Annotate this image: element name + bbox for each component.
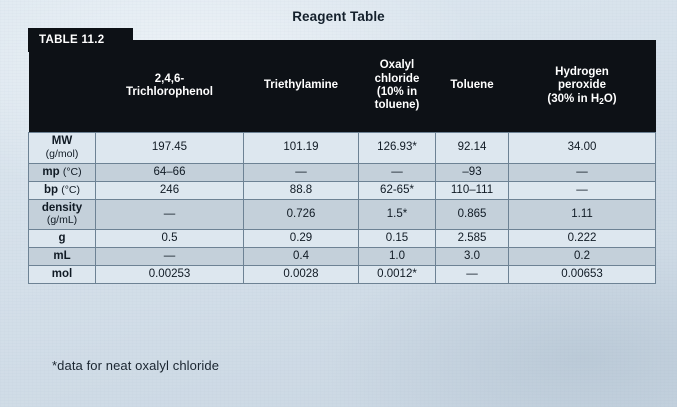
header-line-4: toluene) [374,99,420,112]
header-cell-triethylamine: Triethylamine [243,40,359,133]
header-cell-hydrogen-peroxide: Hydrogen peroxide (30% in H2O) [508,40,656,133]
header-cell-corner [28,40,96,133]
header-cell-oxalyl-chloride: Oxalyl chloride (10% in toluene) [358,40,436,133]
table-row: mp (°C) 64–66— — –93— [28,163,656,182]
table-cell: 0.222 [508,229,656,249]
table-cell: 0.00653 [508,265,656,284]
row-label-unit: (°C) [61,183,81,196]
row-label-text: mp [42,165,60,178]
table-cell: –93 [435,163,509,182]
header-cell-trichlorophenol: 2,4,6- Trichlorophenol [95,40,244,133]
row-label-text: bp [43,183,59,196]
table-cell: 88.8 [243,181,359,200]
header-line-3: (30% in H2O) [547,92,617,106]
row-label-unit: (g/mL) [46,214,78,227]
header-line-2: Trichlorophenol [126,86,213,98]
row-label-mw: MW (g/mol) [28,132,96,164]
table-cell: — [95,247,244,266]
table-cell: 1.11 [508,199,656,231]
table-cell: 0.865 [435,199,509,231]
table-cell: 0.0028 [243,265,359,284]
table-row: MW (g/mol) 197.45 101.19 126.93* 92.14 34.00 [28,132,656,164]
table-cell: 64–66 [95,163,244,182]
table-row: bp (°C) 246 88.8 62-65* 110–111— [28,181,656,200]
table-cell: 197.45 [95,132,244,164]
table-cell: 1.5* [358,199,436,231]
table-cell: — [243,163,359,182]
row-label-text: mL [53,250,71,263]
table-cell: 0.15 [358,229,436,249]
table-cell: 0.00253 [95,265,244,284]
table-body: MW (g/mol) 197.45 101.19 126.93* 92.14 34.00 mp… [28,132,656,284]
table-cell: 0.29 [243,229,359,249]
table-cell: 1.0 [358,247,436,266]
table-cell: 246 [95,181,244,200]
table-cell: 0.5 [95,229,244,249]
reagent-table-container: 2,4,6- Trichlorophenol Triethylamine Oxa… [28,40,656,346]
table-row: g 0.5 0.29 0.15 2.585 0.222 [28,229,656,249]
page-title: Reagent Table [292,9,385,24]
row-label-mp: mp (°C) [28,163,96,182]
table-cell: — [508,181,656,200]
header-line-3: (10% in [376,86,418,98]
table-header: 2,4,6- Trichlorophenol Triethylamine Oxa… [28,40,656,133]
table-cell: 92.14 [435,132,509,164]
table-number-label: TABLE 11.2 [28,28,133,52]
table-header-row: 2,4,6- Trichlorophenol Triethylamine Oxa… [28,40,656,133]
table-cell: 0.726 [243,199,359,231]
table-cell: — [435,265,509,284]
reagent-table: 2,4,6- Trichlorophenol Triethylamine Oxa… [28,40,656,284]
table-row: mL —0.4 1.0 3.0 0.2 [28,247,656,266]
row-label-bp: bp (°C) [28,181,96,200]
row-label-text: mol [51,268,73,280]
table-row: mol 0.00253 0.0028 0.0012* —0.00653 [28,265,656,284]
header-line-2: chloride [374,72,420,85]
row-label-unit: (°C) [62,165,82,178]
header-line-1: 2,4,6- [154,72,185,85]
row-label-text: density [41,201,83,214]
header-line-2: peroxide [558,79,606,92]
table-footnote: *data for neat oxalyl chloride [52,358,220,373]
table-cell: — [358,163,436,182]
header-line-1: Oxalyl [379,59,415,72]
table-cell: 0.2 [508,247,656,266]
row-label-unit: (g/mol) [45,147,79,160]
table-cell: 0.0012* [358,265,436,284]
row-label-density: density (g/mL) [28,199,96,231]
table-cell: 34.00 [508,132,656,164]
table-cell: 2.585 [435,229,509,249]
row-label-ml: mL [28,247,96,266]
table-cell: 101.19 [243,132,359,164]
table-row: density (g/mL) —0.726 1.5* 0.865 1.11 [28,199,656,231]
header-line-1: Triethylamine [263,79,339,92]
table-cell: 110–111 [435,181,509,200]
header-line-1: Toluene [450,79,494,92]
table-cell: — [95,199,244,231]
table-cell: 62-65* [358,181,436,200]
table-cell: 0.4 [243,247,359,266]
row-label-text: g [58,232,66,245]
row-label-mol: mol [28,265,96,284]
row-label-text: MW [51,135,73,147]
subscript-2: 2 [599,95,604,106]
table-cell: 3.0 [435,247,509,266]
row-label-g: g [28,229,96,249]
table-cell: 126.93* [358,132,436,164]
header-line-1: Hydrogen [555,66,609,78]
table-cell: — [508,163,656,182]
header-cell-toluene: Toluene [435,40,509,133]
